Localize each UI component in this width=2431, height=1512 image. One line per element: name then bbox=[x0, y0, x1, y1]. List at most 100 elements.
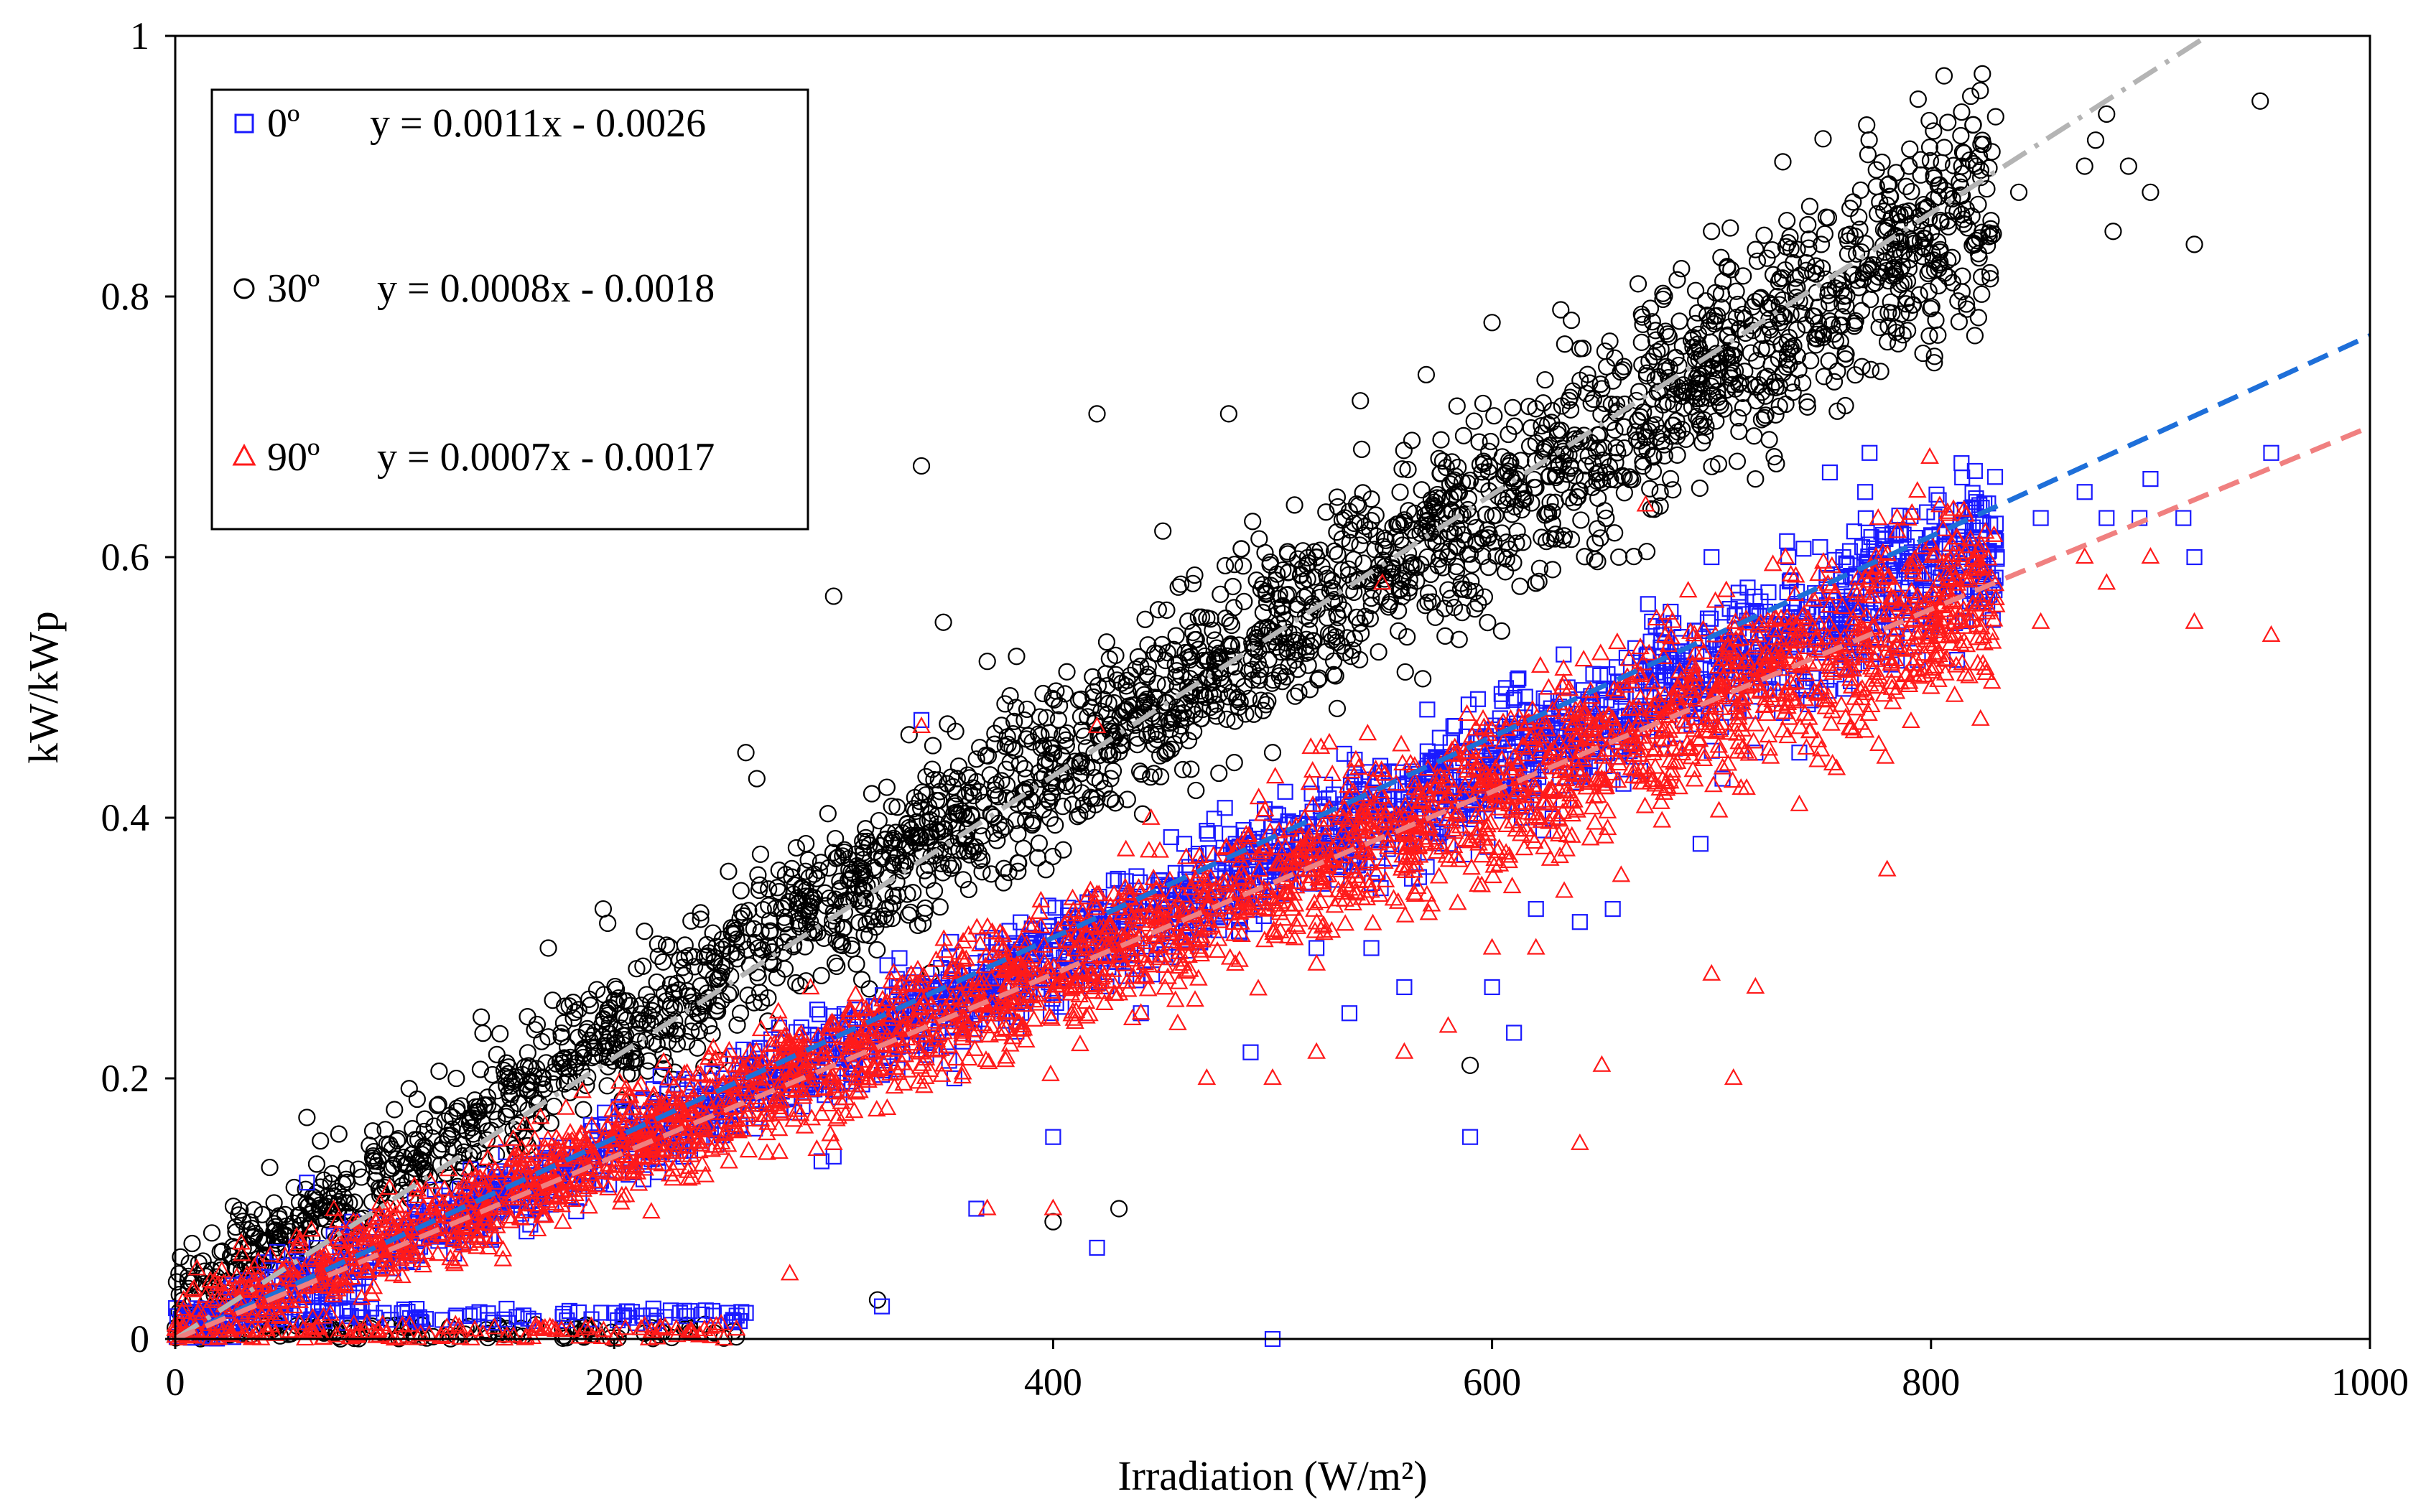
data-point bbox=[598, 1077, 616, 1095]
data-point bbox=[1929, 326, 1947, 344]
data-point bbox=[752, 923, 770, 941]
outlier-point bbox=[1417, 365, 1436, 384]
data-point bbox=[1655, 287, 1673, 305]
data-point bbox=[1943, 248, 1961, 266]
data-point bbox=[349, 1160, 367, 1178]
data-point bbox=[1657, 322, 1675, 340]
data-point bbox=[1782, 374, 1800, 392]
data-point bbox=[1469, 691, 1487, 707]
data-point bbox=[1673, 421, 1691, 439]
data-point bbox=[1426, 493, 1444, 511]
outlier-point bbox=[824, 587, 842, 605]
data-point bbox=[938, 775, 957, 793]
data-point bbox=[1437, 458, 1455, 477]
data-point bbox=[666, 1025, 685, 1043]
data-point bbox=[1638, 441, 1656, 459]
data-point bbox=[1609, 444, 1627, 462]
data-point bbox=[1420, 504, 1438, 522]
data-point bbox=[848, 857, 866, 875]
data-point bbox=[1777, 358, 1795, 376]
data-point bbox=[474, 1025, 492, 1042]
data-point bbox=[1172, 575, 1190, 593]
data-point bbox=[1571, 371, 1589, 389]
data-point bbox=[1900, 202, 1918, 220]
data-point bbox=[1007, 699, 1025, 717]
data-point bbox=[245, 1201, 263, 1219]
data-point bbox=[1301, 603, 1319, 621]
data-point bbox=[1592, 691, 1609, 708]
data-point bbox=[1119, 683, 1137, 701]
data-point bbox=[856, 890, 874, 907]
data-point bbox=[1506, 689, 1523, 706]
data-point bbox=[911, 799, 930, 817]
data-point bbox=[1520, 437, 1539, 455]
data-point bbox=[1339, 560, 1357, 578]
data-point bbox=[519, 1044, 536, 1062]
data-point bbox=[1370, 643, 1388, 661]
data-point bbox=[1891, 206, 1909, 224]
data-point bbox=[464, 1109, 483, 1127]
data-point bbox=[636, 923, 654, 941]
data-point bbox=[1760, 318, 1778, 336]
data-point bbox=[1872, 305, 1890, 323]
data-point bbox=[1348, 571, 1367, 589]
data-point bbox=[1176, 643, 1194, 662]
data-point bbox=[1104, 762, 1122, 780]
data-point bbox=[1760, 431, 1778, 449]
data-point bbox=[965, 787, 982, 805]
data-point bbox=[1752, 411, 1770, 429]
data-point bbox=[586, 1047, 604, 1065]
data-point bbox=[1878, 333, 1897, 351]
data-point bbox=[776, 866, 795, 884]
data-point bbox=[928, 982, 944, 999]
data-point bbox=[1221, 612, 1239, 631]
data-point bbox=[847, 955, 865, 973]
data-point bbox=[1377, 540, 1395, 558]
data-point bbox=[826, 890, 845, 908]
data-point bbox=[1965, 234, 1983, 252]
data-point bbox=[1375, 529, 1394, 547]
data-point bbox=[1064, 795, 1082, 813]
data-point bbox=[678, 982, 697, 1000]
data-point bbox=[1230, 699, 1247, 717]
data-point bbox=[733, 903, 751, 921]
data-point bbox=[1243, 634, 1261, 652]
data-point bbox=[1453, 473, 1472, 491]
data-point bbox=[1512, 452, 1530, 470]
data-point bbox=[1349, 570, 1367, 588]
data-point bbox=[1637, 543, 1656, 561]
data-point bbox=[1341, 533, 1359, 551]
data-point bbox=[623, 1065, 641, 1083]
data-point bbox=[415, 1142, 433, 1159]
outlier-point bbox=[1044, 1213, 1062, 1231]
data-point bbox=[1328, 699, 1347, 717]
data-point bbox=[491, 1025, 509, 1042]
data-point bbox=[1643, 313, 1661, 331]
data-point bbox=[1187, 781, 1205, 800]
data-point bbox=[1687, 379, 1705, 397]
data-point bbox=[1637, 428, 1655, 446]
data-point bbox=[1505, 554, 1523, 571]
data-point bbox=[1097, 633, 1116, 651]
data-point bbox=[1608, 659, 1625, 676]
data-point bbox=[1235, 592, 1253, 610]
data-point bbox=[931, 823, 949, 841]
data-point bbox=[761, 922, 779, 940]
data-point bbox=[1112, 674, 1130, 692]
data-point bbox=[554, 1050, 572, 1068]
data-point bbox=[1186, 566, 1204, 584]
data-point bbox=[1393, 460, 1411, 478]
data-point bbox=[1607, 454, 1624, 472]
data-point bbox=[907, 834, 926, 852]
data-point bbox=[1697, 292, 1715, 310]
data-point bbox=[955, 842, 973, 860]
data-point bbox=[1900, 304, 1918, 322]
data-point bbox=[916, 899, 934, 917]
data-point bbox=[670, 951, 689, 969]
data-point bbox=[1301, 622, 1319, 640]
data-point bbox=[245, 1227, 264, 1246]
data-point bbox=[831, 882, 849, 900]
data-point bbox=[315, 1171, 333, 1189]
outlier-point bbox=[2185, 235, 2203, 253]
data-point bbox=[1136, 610, 1154, 628]
